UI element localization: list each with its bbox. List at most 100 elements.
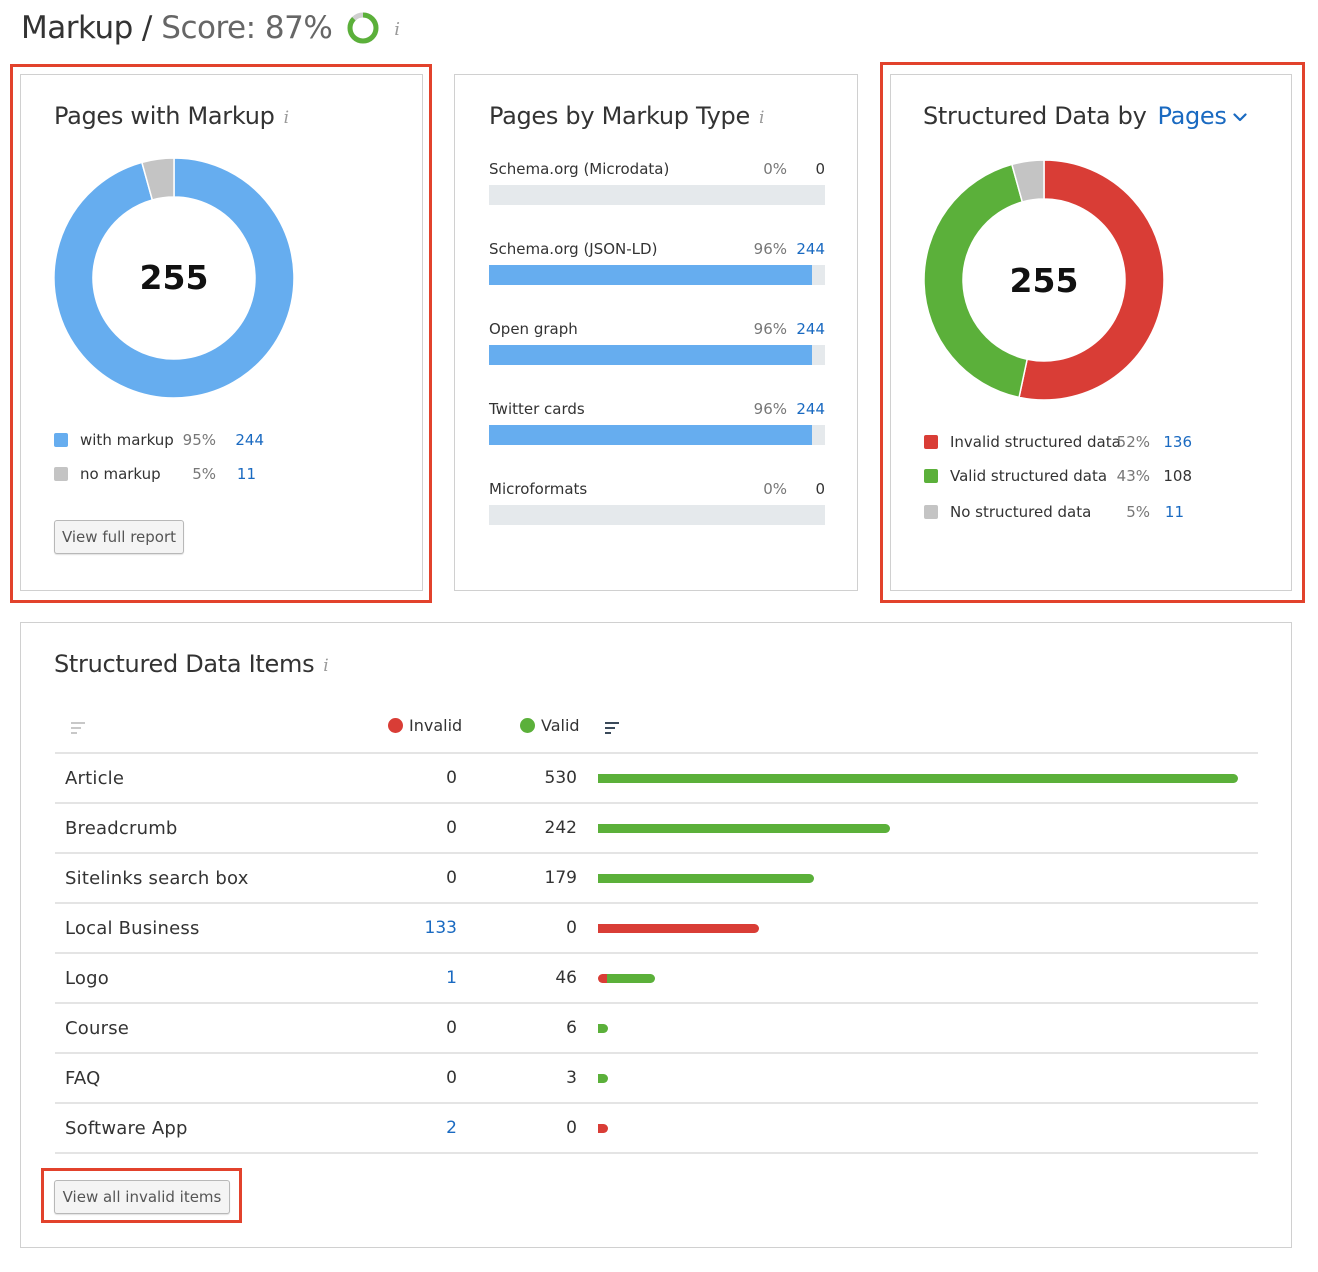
row-divider	[55, 852, 1258, 854]
markup-type-bar-track	[489, 345, 825, 365]
markup-type-bar-track	[489, 185, 825, 205]
table-row: Sitelinks search box 0 179	[55, 854, 1258, 904]
score-ring-icon	[347, 12, 379, 44]
donut-slice[interactable]	[1010, 159, 1045, 203]
markup-type-pct: 96%	[753, 320, 787, 338]
legend-pct: 43%	[1116, 467, 1150, 485]
legend-pct: 5%	[192, 465, 216, 483]
title-separator: /	[141, 10, 153, 46]
invalid-count-link[interactable]: 2	[446, 1118, 457, 1138]
structured-data-items-card	[20, 622, 1292, 1248]
invalid-count: 0	[446, 818, 457, 838]
invalid-count: 0	[446, 1018, 457, 1038]
legend-count-link[interactable]: 136	[1163, 433, 1192, 451]
markup-type-row: Open graph 96% 244	[489, 320, 825, 384]
markup-type-pct: 0%	[763, 480, 787, 498]
item-bar	[598, 824, 891, 833]
chevron-down-icon	[1232, 112, 1247, 121]
markup-type-row: Microformats 0% 0	[489, 480, 825, 544]
pages-by-markup-type-card	[454, 74, 858, 591]
markup-type-count-link[interactable]: 244	[796, 240, 825, 258]
item-name: Sitelinks search box	[65, 868, 249, 889]
valid-count: 6	[566, 1018, 577, 1038]
info-icon[interactable]: i	[283, 107, 289, 128]
structured-data-items-title: Structured Data Items i	[54, 650, 329, 678]
table-row: Software App 2 0	[55, 1104, 1258, 1154]
legend-swatch	[54, 467, 68, 481]
item-bar	[598, 1024, 608, 1033]
valid-count: 0	[566, 1118, 577, 1138]
sort-icon[interactable]	[71, 722, 85, 734]
table-row: Breadcrumb 0 242	[55, 804, 1258, 854]
legend-pct: 95%	[182, 431, 216, 449]
row-divider	[55, 802, 1258, 804]
item-name: Breadcrumb	[65, 818, 178, 839]
legend-pct: 52%	[1116, 433, 1150, 451]
invalid-count: 0	[446, 868, 457, 888]
legend-label: Invalid structured data	[950, 433, 1121, 451]
score-arc	[347, 12, 379, 44]
row-divider	[55, 1002, 1258, 1004]
legend-swatch	[924, 505, 938, 519]
invalid-bar-segment	[598, 1124, 608, 1133]
markup-type-bar-fill	[489, 345, 812, 365]
view-all-invalid-items-button[interactable]: View all invalid items	[54, 1180, 230, 1214]
invalid-count: 0	[446, 1068, 457, 1088]
donut-slice[interactable]	[53, 157, 295, 399]
donut-total: 255	[139, 258, 209, 297]
markup-type-count: 0	[815, 480, 825, 498]
dropdown-value: Pages	[1157, 102, 1227, 130]
markup-type-label: Schema.org (JSON-LD)	[489, 240, 658, 258]
donut-slice[interactable]	[923, 163, 1029, 399]
score-text: Score: 87%	[161, 10, 333, 46]
valid-bar-segment	[598, 874, 815, 883]
legend-count-link[interactable]: 11	[1164, 503, 1184, 521]
item-name: FAQ	[65, 1068, 101, 1089]
legend-no-structured: No structured data 5% 11	[924, 502, 1194, 522]
table-row: FAQ 0 3	[55, 1054, 1258, 1104]
invalid-column-header[interactable]: Invalid	[388, 716, 462, 735]
page-header: Markup / Score: 87% i	[21, 6, 400, 50]
valid-count: 179	[544, 868, 577, 888]
item-name: Local Business	[65, 918, 200, 939]
donut-slice[interactable]	[140, 157, 175, 201]
invalid-count-link[interactable]: 133	[424, 918, 457, 938]
invalid-bar-segment	[598, 924, 759, 933]
valid-count: 0	[566, 918, 577, 938]
table-row: Local Business 133 0	[55, 904, 1258, 954]
item-bar	[598, 1074, 608, 1083]
invalid-count: 0	[446, 768, 457, 788]
pages-by-markup-type-title: Pages by Markup Type i	[489, 102, 765, 130]
pages-with-markup-title: Pages with Markup i	[54, 102, 289, 130]
markup-type-bar-fill	[489, 265, 812, 285]
markup-type-count: 0	[815, 160, 825, 178]
markup-type-label: Microformats	[489, 480, 588, 498]
legend-label: Valid structured data	[950, 467, 1108, 485]
item-bar	[598, 1124, 608, 1133]
valid-column-header[interactable]: Valid	[520, 716, 580, 735]
legend-count-link[interactable]: 11	[236, 465, 256, 483]
sort-icon[interactable]	[605, 722, 619, 734]
pages-dropdown[interactable]: Pages	[1157, 102, 1247, 130]
valid-count: 3	[566, 1068, 577, 1088]
row-divider	[55, 1102, 1258, 1104]
donut-slice[interactable]	[1018, 159, 1165, 401]
valid-bar-segment	[607, 974, 655, 983]
legend-valid-structured: Valid structured data 43% 108	[924, 466, 1194, 486]
info-icon[interactable]: i	[323, 655, 329, 676]
markup-type-count-link[interactable]: 244	[796, 400, 825, 418]
legend-swatch	[924, 469, 938, 483]
view-full-report-button[interactable]: View full report	[54, 520, 184, 554]
markup-type-count-link[interactable]: 244	[796, 320, 825, 338]
page-title: Markup	[21, 10, 133, 46]
legend-count-link[interactable]: 244	[235, 431, 264, 449]
info-icon[interactable]: i	[394, 18, 401, 40]
donut-total: 255	[1009, 261, 1079, 300]
legend-no-markup: no markup 5% 11	[54, 464, 264, 484]
valid-bar-segment	[598, 1074, 608, 1083]
item-name: Logo	[65, 968, 109, 989]
markup-type-label: Twitter cards	[489, 400, 585, 418]
info-icon[interactable]: i	[758, 107, 765, 128]
invalid-count-link[interactable]: 1	[446, 968, 457, 988]
markup-type-pct: 0%	[763, 160, 787, 178]
